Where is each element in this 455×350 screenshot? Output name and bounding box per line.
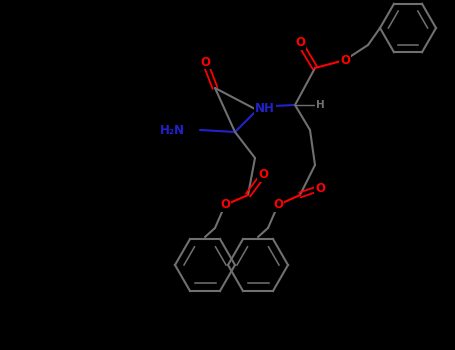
Text: O: O: [220, 198, 230, 211]
Text: O: O: [273, 198, 283, 211]
Text: NH: NH: [255, 102, 275, 114]
Text: H: H: [316, 100, 324, 110]
Text: O: O: [200, 56, 210, 69]
Text: O: O: [315, 182, 325, 195]
Text: O: O: [295, 36, 305, 49]
Text: O: O: [340, 54, 350, 66]
Text: O: O: [258, 168, 268, 182]
Text: H₂N: H₂N: [160, 124, 185, 136]
